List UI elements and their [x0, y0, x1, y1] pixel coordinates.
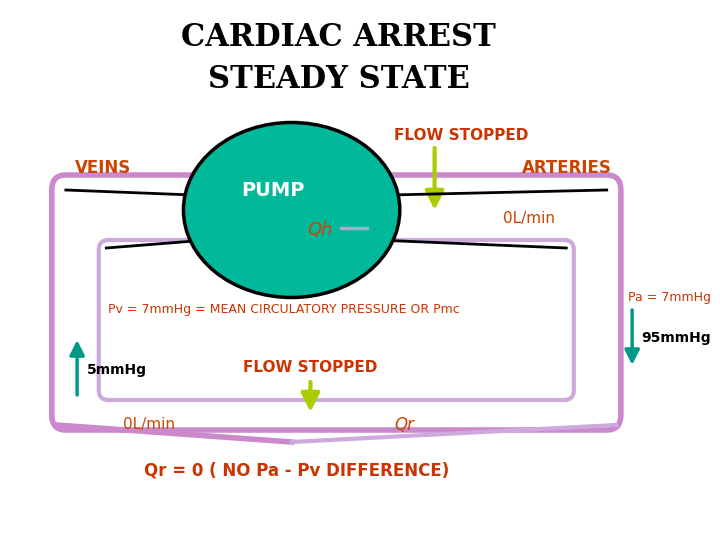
Text: 5mmHg: 5mmHg [86, 363, 147, 377]
Text: Qh: Qh [307, 221, 333, 239]
Text: PUMP: PUMP [241, 180, 305, 199]
Text: Qr: Qr [395, 416, 415, 434]
Text: FLOW STOPPED: FLOW STOPPED [394, 127, 528, 143]
Text: VEINS: VEINS [76, 159, 132, 177]
Text: STEADY STATE: STEADY STATE [207, 64, 469, 96]
Text: CARDIAC ARREST: CARDIAC ARREST [181, 23, 496, 53]
Text: FLOW STOPPED: FLOW STOPPED [243, 361, 377, 375]
Text: Qr = 0 ( NO Pa - Pv DIFFERENCE): Qr = 0 ( NO Pa - Pv DIFFERENCE) [144, 461, 449, 479]
Text: 0L/min: 0L/min [122, 417, 175, 433]
Text: Pv = 7mmHg = MEAN CIRCULATORY PRESSURE OR Pmc: Pv = 7mmHg = MEAN CIRCULATORY PRESSURE O… [108, 303, 460, 316]
Text: 0L/min: 0L/min [503, 211, 555, 226]
Text: ARTERIES: ARTERIES [522, 159, 612, 177]
Text: Pa = 7mmHg: Pa = 7mmHg [629, 292, 711, 305]
Text: 95mmHg: 95mmHg [642, 331, 711, 345]
Ellipse shape [184, 123, 400, 298]
